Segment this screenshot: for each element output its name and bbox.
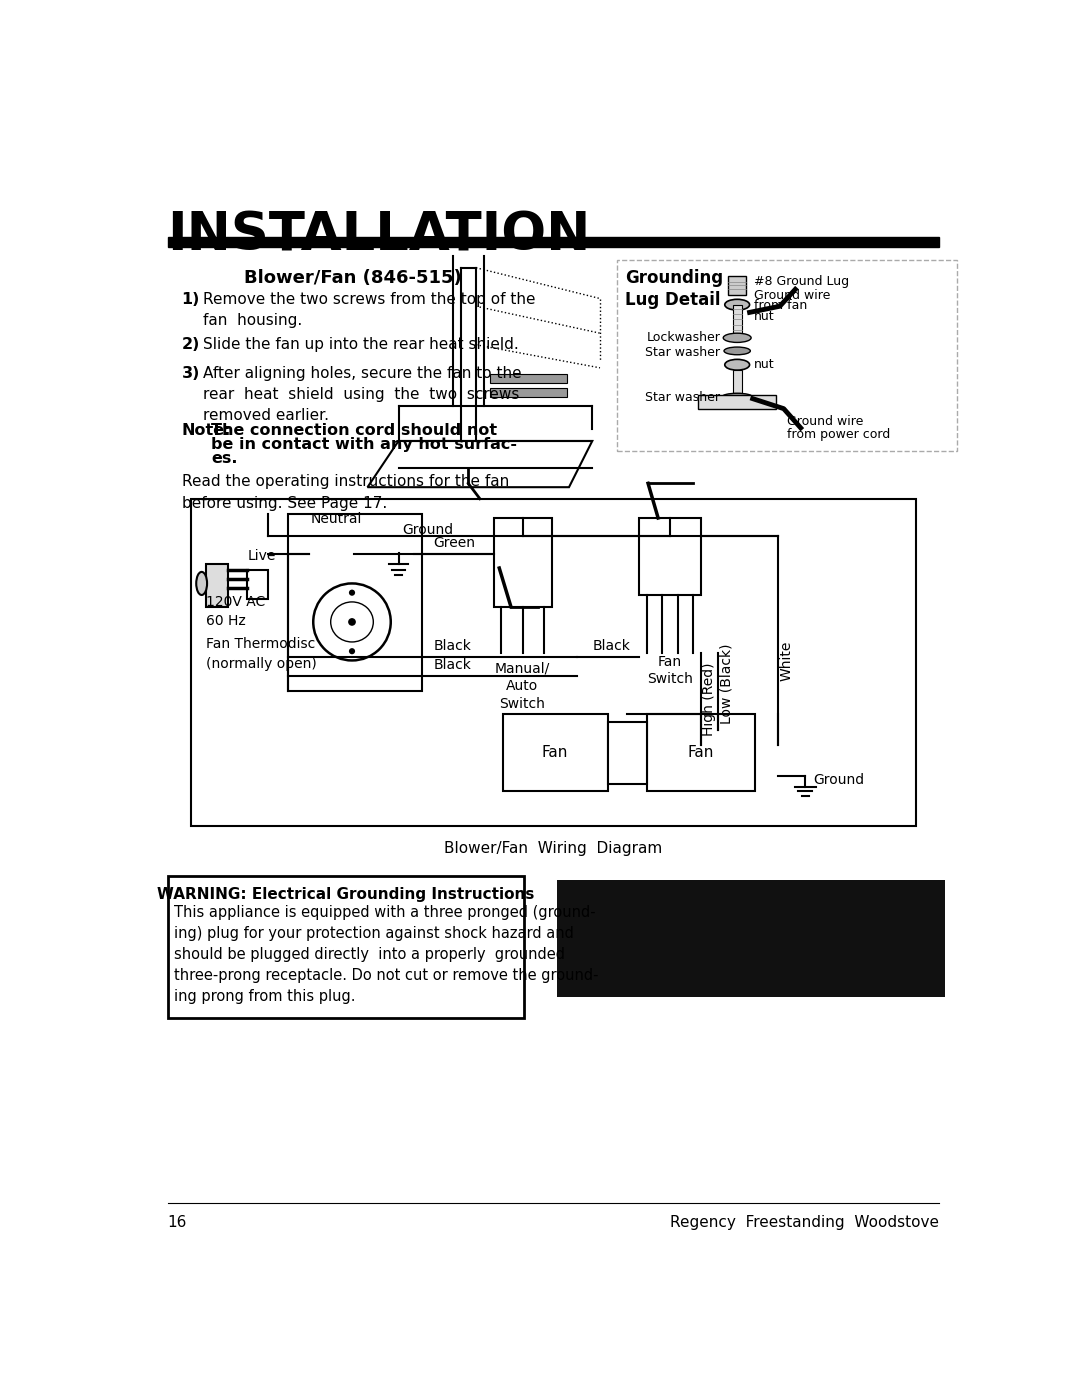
Ellipse shape — [197, 571, 207, 595]
Text: Regency  Freestanding  Woodstove: Regency Freestanding Woodstove — [671, 1215, 940, 1229]
Text: Blower/Fan (846-515): Blower/Fan (846-515) — [243, 270, 461, 288]
Text: Ground wire: Ground wire — [786, 415, 863, 429]
Text: Star washer: Star washer — [645, 346, 720, 359]
Bar — [287, 514, 422, 692]
Text: nut: nut — [754, 358, 774, 372]
Text: INSTALLATION: INSTALLATION — [167, 210, 591, 263]
Ellipse shape — [724, 334, 751, 342]
Bar — [732, 370, 742, 393]
Bar — [167, 876, 524, 1018]
Text: Note:: Note: — [181, 423, 231, 439]
Text: Low (Black): Low (Black) — [719, 643, 733, 724]
Text: 1): 1) — [181, 292, 200, 307]
Text: Manual/
Auto
Switch: Manual/ Auto Switch — [495, 662, 550, 711]
Bar — [617, 260, 957, 451]
Bar — [732, 305, 742, 335]
Text: Ground: Ground — [403, 524, 454, 538]
Bar — [490, 374, 567, 383]
Text: Green: Green — [433, 536, 475, 550]
Circle shape — [313, 584, 391, 661]
Circle shape — [349, 590, 355, 595]
Bar — [490, 388, 567, 397]
Bar — [167, 237, 940, 247]
Bar — [557, 880, 945, 997]
Text: Black: Black — [592, 638, 630, 652]
Text: This appliance is equipped with a three pronged (ground-
ing) plug for your prot: This appliance is equipped with a three … — [174, 905, 598, 1004]
Ellipse shape — [725, 359, 750, 370]
Bar — [503, 714, 608, 791]
Text: Black: Black — [433, 658, 471, 672]
Text: Ground wire: Ground wire — [754, 289, 831, 302]
Text: Lockwasher: Lockwasher — [646, 331, 720, 344]
Text: 16: 16 — [167, 1215, 187, 1229]
Bar — [728, 277, 746, 295]
Text: 2): 2) — [181, 337, 200, 352]
Bar — [191, 499, 916, 826]
Text: es.: es. — [211, 451, 238, 467]
Text: Fan: Fan — [542, 746, 568, 760]
Polygon shape — [367, 441, 592, 488]
Text: Neutral: Neutral — [311, 513, 362, 527]
Text: Remove the two screws from the top of the
fan  housing.: Remove the two screws from the top of th… — [203, 292, 536, 328]
Text: 3): 3) — [181, 366, 200, 381]
Bar — [608, 722, 647, 784]
Text: 120V AC
60 Hz: 120V AC 60 Hz — [206, 595, 266, 629]
Text: WARNING: Electrical Grounding Instructions: WARNING: Electrical Grounding Instructio… — [157, 887, 535, 902]
Text: Blower/Fan  Wiring  Diagram: Blower/Fan Wiring Diagram — [444, 841, 663, 856]
Text: Black: Black — [433, 638, 471, 652]
Ellipse shape — [725, 299, 750, 310]
Bar — [699, 395, 775, 409]
Text: White: White — [780, 640, 794, 680]
Bar — [206, 564, 228, 606]
Text: The connection cord should not: The connection cord should not — [211, 423, 497, 439]
Text: Fan Thermodisc
(normally open): Fan Thermodisc (normally open) — [206, 637, 318, 671]
Text: After aligning holes, secure the fan to the
rear  heat  shield  using  the  two : After aligning holes, secure the fan to … — [203, 366, 522, 423]
Text: Fan: Fan — [688, 746, 714, 760]
Text: Slide the fan up into the rear heat shield.: Slide the fan up into the rear heat shie… — [203, 337, 519, 352]
Text: #8 Ground Lug: #8 Ground Lug — [754, 275, 849, 288]
Text: Ground: Ground — [813, 773, 864, 787]
Text: Read the operating instructions for the fan
before using. See Page 17.: Read the operating instructions for the … — [181, 474, 509, 511]
Circle shape — [348, 617, 356, 626]
Text: Star washer: Star washer — [645, 391, 720, 404]
Text: Fan
Switch: Fan Switch — [647, 655, 692, 686]
Text: Live: Live — [247, 549, 275, 563]
Bar — [494, 518, 552, 606]
Bar — [647, 714, 755, 791]
Text: be in contact with any hot surfac-: be in contact with any hot surfac- — [211, 437, 517, 453]
Text: High (Red): High (Red) — [702, 662, 716, 736]
Ellipse shape — [721, 393, 753, 401]
Text: Grounding
Lug Detail: Grounding Lug Detail — [625, 270, 723, 310]
Text: nut: nut — [754, 310, 774, 323]
Ellipse shape — [724, 346, 751, 355]
Text: from power cord: from power cord — [786, 427, 890, 440]
Bar — [638, 518, 701, 595]
Text: from fan: from fan — [754, 299, 808, 312]
Circle shape — [349, 648, 355, 654]
Bar — [246, 570, 268, 599]
